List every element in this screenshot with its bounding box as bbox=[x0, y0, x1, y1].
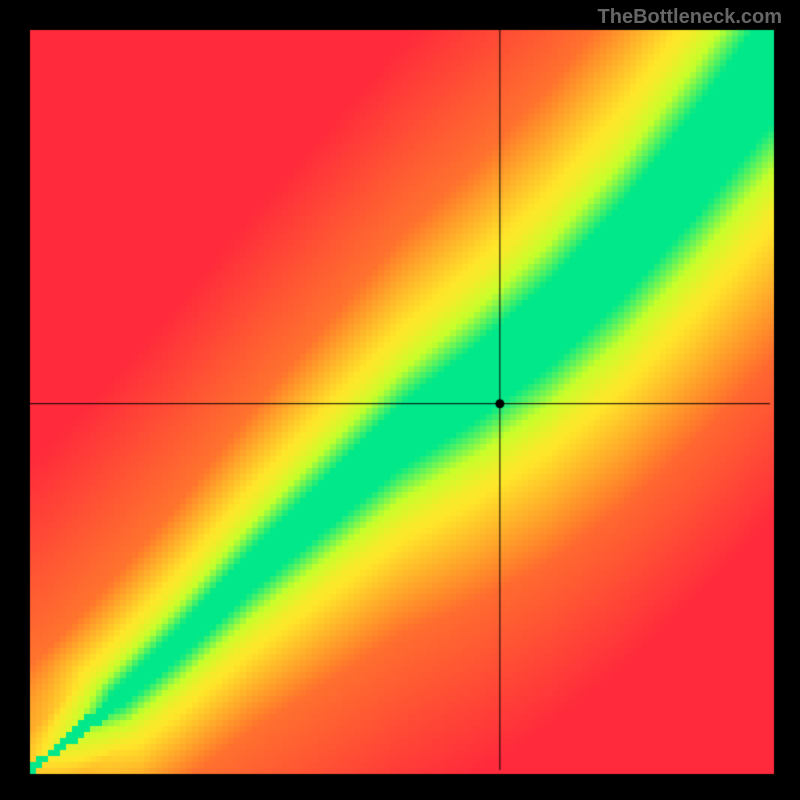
watermark-text: TheBottleneck.com bbox=[598, 6, 782, 29]
bottleneck-heatmap bbox=[0, 0, 800, 800]
chart-container: { "watermark": { "text": "TheBottleneck.… bbox=[0, 0, 800, 800]
